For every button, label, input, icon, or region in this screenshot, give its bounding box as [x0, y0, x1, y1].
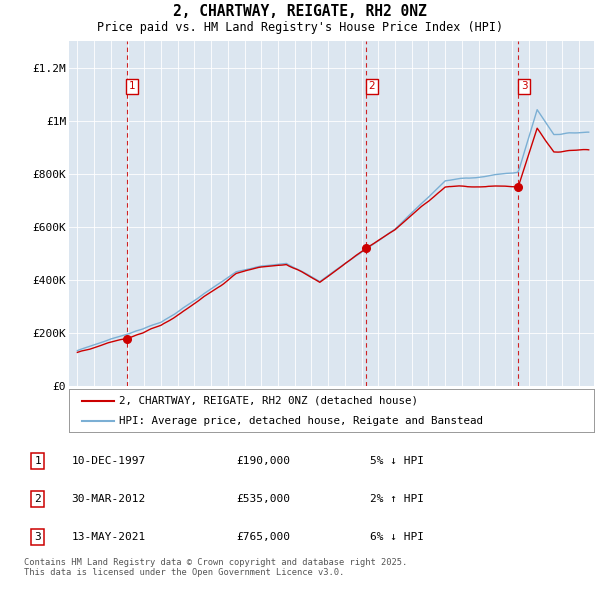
- Text: 2, CHARTWAY, REIGATE, RH2 0NZ (detached house): 2, CHARTWAY, REIGATE, RH2 0NZ (detached …: [119, 396, 418, 406]
- Text: 1: 1: [35, 457, 41, 466]
- Text: 2% ↑ HPI: 2% ↑ HPI: [370, 494, 424, 504]
- Text: 2: 2: [368, 81, 375, 91]
- Text: £765,000: £765,000: [236, 532, 290, 542]
- Text: 3: 3: [35, 532, 41, 542]
- Text: 30-MAR-2012: 30-MAR-2012: [71, 494, 146, 504]
- Text: 2, CHARTWAY, REIGATE, RH2 0NZ: 2, CHARTWAY, REIGATE, RH2 0NZ: [173, 4, 427, 19]
- Text: 3: 3: [521, 81, 527, 91]
- Text: 2: 2: [35, 494, 41, 504]
- Text: £190,000: £190,000: [236, 457, 290, 466]
- Text: Price paid vs. HM Land Registry's House Price Index (HPI): Price paid vs. HM Land Registry's House …: [97, 21, 503, 34]
- Text: 5% ↓ HPI: 5% ↓ HPI: [370, 457, 424, 466]
- Text: HPI: Average price, detached house, Reigate and Banstead: HPI: Average price, detached house, Reig…: [119, 417, 483, 426]
- Text: Contains HM Land Registry data © Crown copyright and database right 2025.
This d: Contains HM Land Registry data © Crown c…: [24, 558, 407, 577]
- Text: 10-DEC-1997: 10-DEC-1997: [71, 457, 146, 466]
- Text: 1: 1: [129, 81, 136, 91]
- Text: £535,000: £535,000: [236, 494, 290, 504]
- Text: 6% ↓ HPI: 6% ↓ HPI: [370, 532, 424, 542]
- Text: 13-MAY-2021: 13-MAY-2021: [71, 532, 146, 542]
